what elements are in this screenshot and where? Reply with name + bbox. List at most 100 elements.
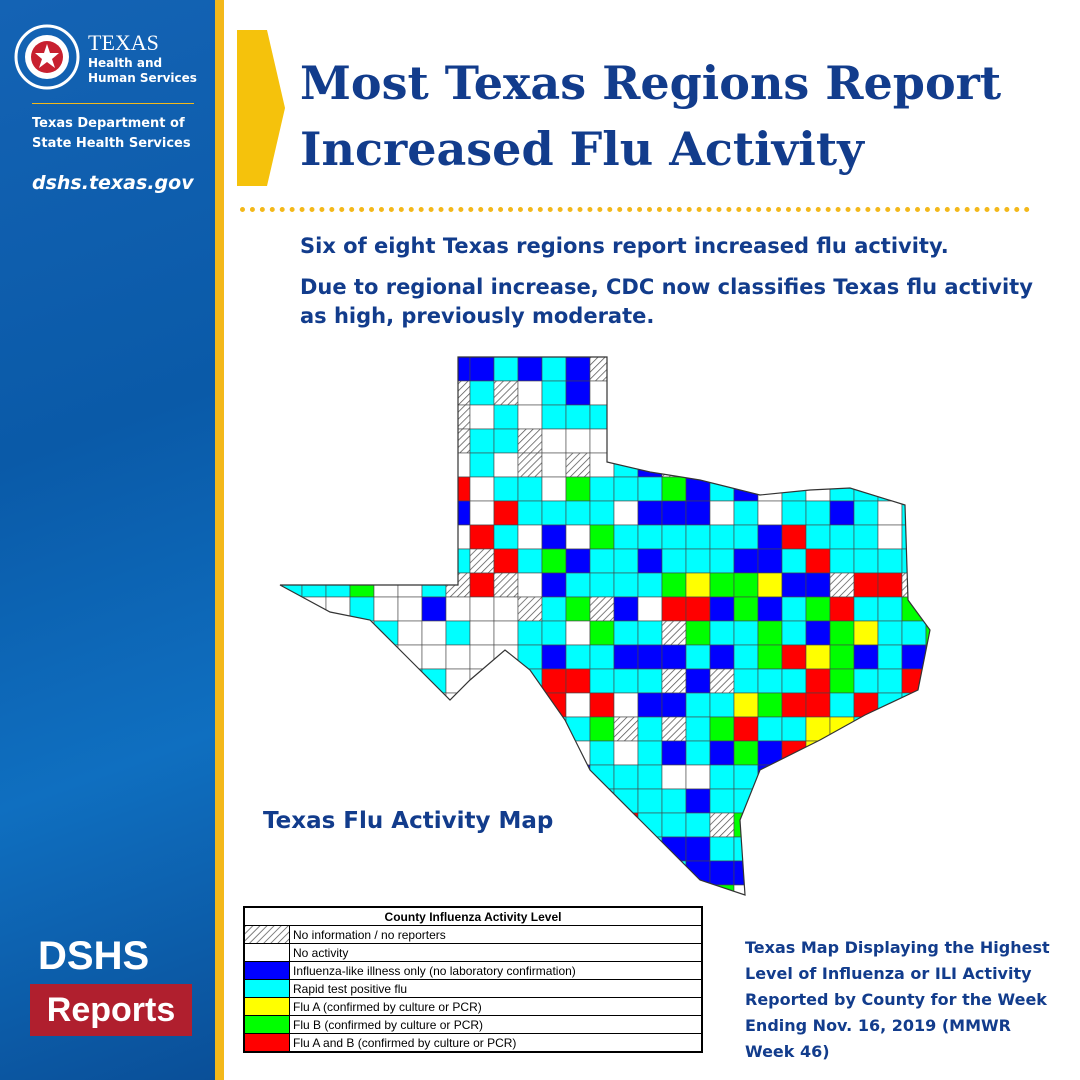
county — [565, 452, 591, 478]
county — [901, 812, 927, 838]
county — [397, 524, 423, 550]
county — [613, 572, 639, 598]
county — [757, 836, 783, 862]
county — [733, 716, 759, 742]
county — [853, 357, 879, 382]
county — [445, 692, 471, 718]
map — [279, 356, 931, 896]
county — [637, 357, 663, 382]
county — [541, 740, 567, 766]
county — [565, 572, 591, 598]
county — [853, 812, 879, 838]
county — [469, 357, 495, 382]
county — [517, 380, 543, 406]
county — [280, 692, 303, 718]
county — [397, 380, 423, 406]
county — [853, 716, 879, 742]
county — [493, 452, 519, 478]
county — [421, 500, 447, 526]
county — [421, 836, 447, 862]
county — [901, 668, 927, 694]
county — [709, 596, 735, 622]
county — [829, 572, 855, 598]
county — [853, 596, 879, 622]
county — [709, 620, 735, 646]
county — [613, 357, 639, 382]
county — [493, 476, 519, 502]
county — [589, 788, 615, 814]
county — [541, 596, 567, 622]
county — [685, 836, 711, 862]
county — [493, 596, 519, 622]
county — [853, 404, 879, 430]
county — [661, 524, 687, 550]
county — [805, 428, 831, 454]
county — [280, 500, 303, 526]
county — [445, 668, 471, 694]
county — [421, 620, 447, 646]
county — [589, 524, 615, 550]
county — [517, 404, 543, 430]
url[interactable]: dshs.texas.gov — [32, 172, 194, 194]
county — [829, 764, 855, 790]
county — [493, 524, 519, 550]
county — [757, 404, 783, 430]
stripe — [215, 0, 224, 1080]
county — [781, 692, 807, 718]
county — [877, 548, 903, 574]
county — [661, 716, 687, 742]
county — [493, 620, 519, 646]
county — [829, 860, 855, 886]
county — [493, 668, 519, 694]
county — [685, 476, 711, 502]
county — [469, 500, 495, 526]
county — [613, 764, 639, 790]
county — [661, 500, 687, 526]
county — [829, 788, 855, 814]
county — [613, 644, 639, 670]
county — [637, 644, 663, 670]
county — [661, 452, 687, 478]
county — [469, 548, 495, 574]
county — [757, 812, 783, 838]
county — [517, 548, 543, 574]
county — [637, 596, 663, 622]
county — [349, 884, 375, 895]
county — [397, 357, 423, 382]
county — [757, 548, 783, 574]
county — [709, 764, 735, 790]
county — [685, 357, 711, 382]
county — [733, 572, 759, 598]
county — [613, 692, 639, 718]
legend-swatch — [243, 1015, 290, 1034]
county — [925, 716, 930, 742]
county — [541, 620, 567, 646]
county — [469, 620, 495, 646]
county — [589, 380, 615, 406]
county — [709, 357, 735, 382]
county — [661, 668, 687, 694]
county — [325, 836, 351, 862]
county — [541, 884, 567, 895]
county — [901, 860, 927, 886]
county — [757, 692, 783, 718]
county — [397, 692, 423, 718]
county — [517, 764, 543, 790]
county — [349, 620, 375, 646]
county — [301, 884, 327, 895]
county — [301, 548, 327, 574]
county — [685, 716, 711, 742]
county — [541, 476, 567, 502]
county — [565, 380, 591, 406]
county — [853, 740, 879, 766]
county — [661, 548, 687, 574]
county — [469, 884, 495, 895]
county — [781, 788, 807, 814]
county — [661, 380, 687, 406]
badge-top: DSHS — [38, 934, 150, 978]
county — [373, 380, 399, 406]
county — [709, 812, 735, 838]
county — [565, 836, 591, 862]
county — [325, 668, 351, 694]
county — [301, 476, 327, 502]
